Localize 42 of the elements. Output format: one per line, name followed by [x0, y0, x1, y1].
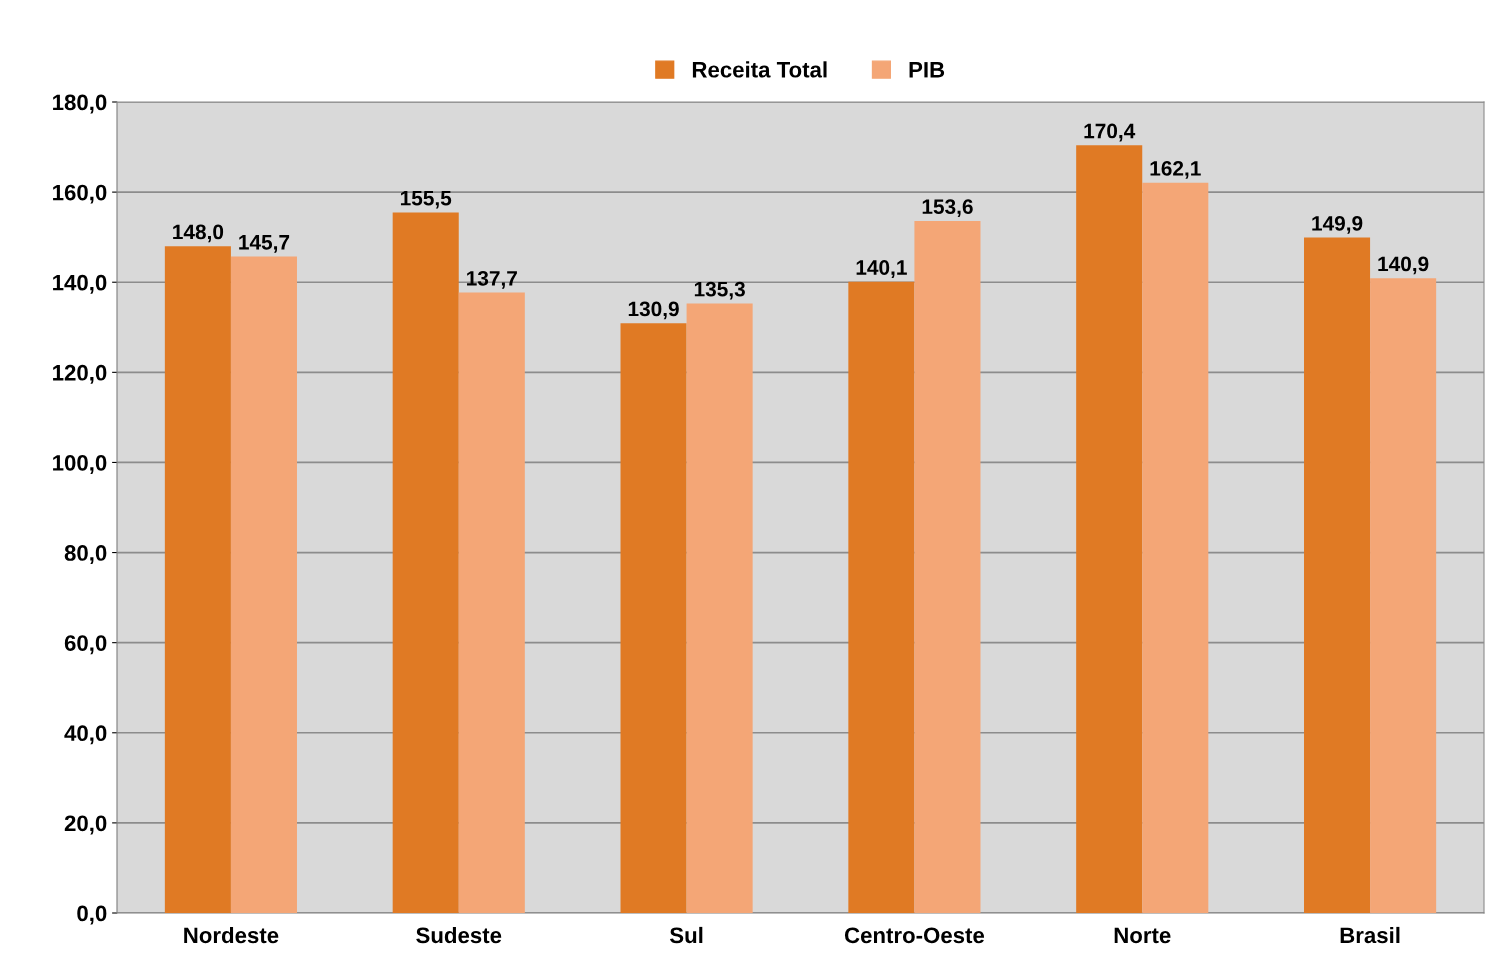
data-label: 148,0 [173, 224, 224, 243]
data-label: 140,1 [856, 260, 907, 278]
bar [1142, 182, 1209, 913]
bar [914, 220, 981, 913]
bar [1370, 278, 1437, 913]
bar [1076, 145, 1143, 913]
y-tick-label: 0,0 [77, 905, 107, 925]
y-tick-label: 160,0 [53, 184, 107, 204]
x-tick-label: Norte [1114, 927, 1171, 944]
legend-label: PIB [909, 62, 945, 78]
y-tick-label: 100,0 [53, 454, 107, 474]
y-tick-label: 40,0 [64, 725, 107, 745]
bar [620, 323, 687, 913]
bar [392, 212, 459, 913]
bar [848, 281, 915, 913]
y-tick-label: 60,0 [64, 635, 107, 655]
data-label: 162,1 [1150, 161, 1201, 179]
data-label: 130,9 [628, 301, 679, 320]
bar [686, 303, 753, 913]
x-tick-label: Brasil [1340, 926, 1400, 944]
data-label: 137,7 [467, 270, 517, 289]
x-tick-label: Sul [669, 926, 703, 944]
data-label: 135,3 [694, 281, 745, 300]
y-tick-label: 140,0 [53, 274, 107, 294]
data-label: 149,9 [1312, 215, 1363, 234]
legend-label: Receita Total [692, 61, 827, 78]
bar [458, 292, 525, 913]
y-tick-label: 120,0 [53, 364, 107, 384]
x-tick-label: Nordeste [184, 926, 279, 944]
x-tick-label: Sudeste [416, 926, 502, 944]
y-tick-label: 20,0 [64, 815, 107, 835]
bar [164, 246, 231, 913]
data-label: 170,4 [1084, 123, 1136, 142]
y-tick-label: 80,0 [64, 545, 107, 565]
data-label: 140,9 [1378, 256, 1429, 275]
y-tick-label: 180,0 [53, 94, 107, 114]
x-tick-label: Centro-Oeste [844, 927, 985, 944]
bar [1304, 237, 1371, 913]
data-label: 153,6 [922, 199, 973, 218]
bar [230, 256, 297, 913]
data-label: 155,5 [400, 190, 452, 209]
data-label: 145,7 [239, 235, 290, 253]
